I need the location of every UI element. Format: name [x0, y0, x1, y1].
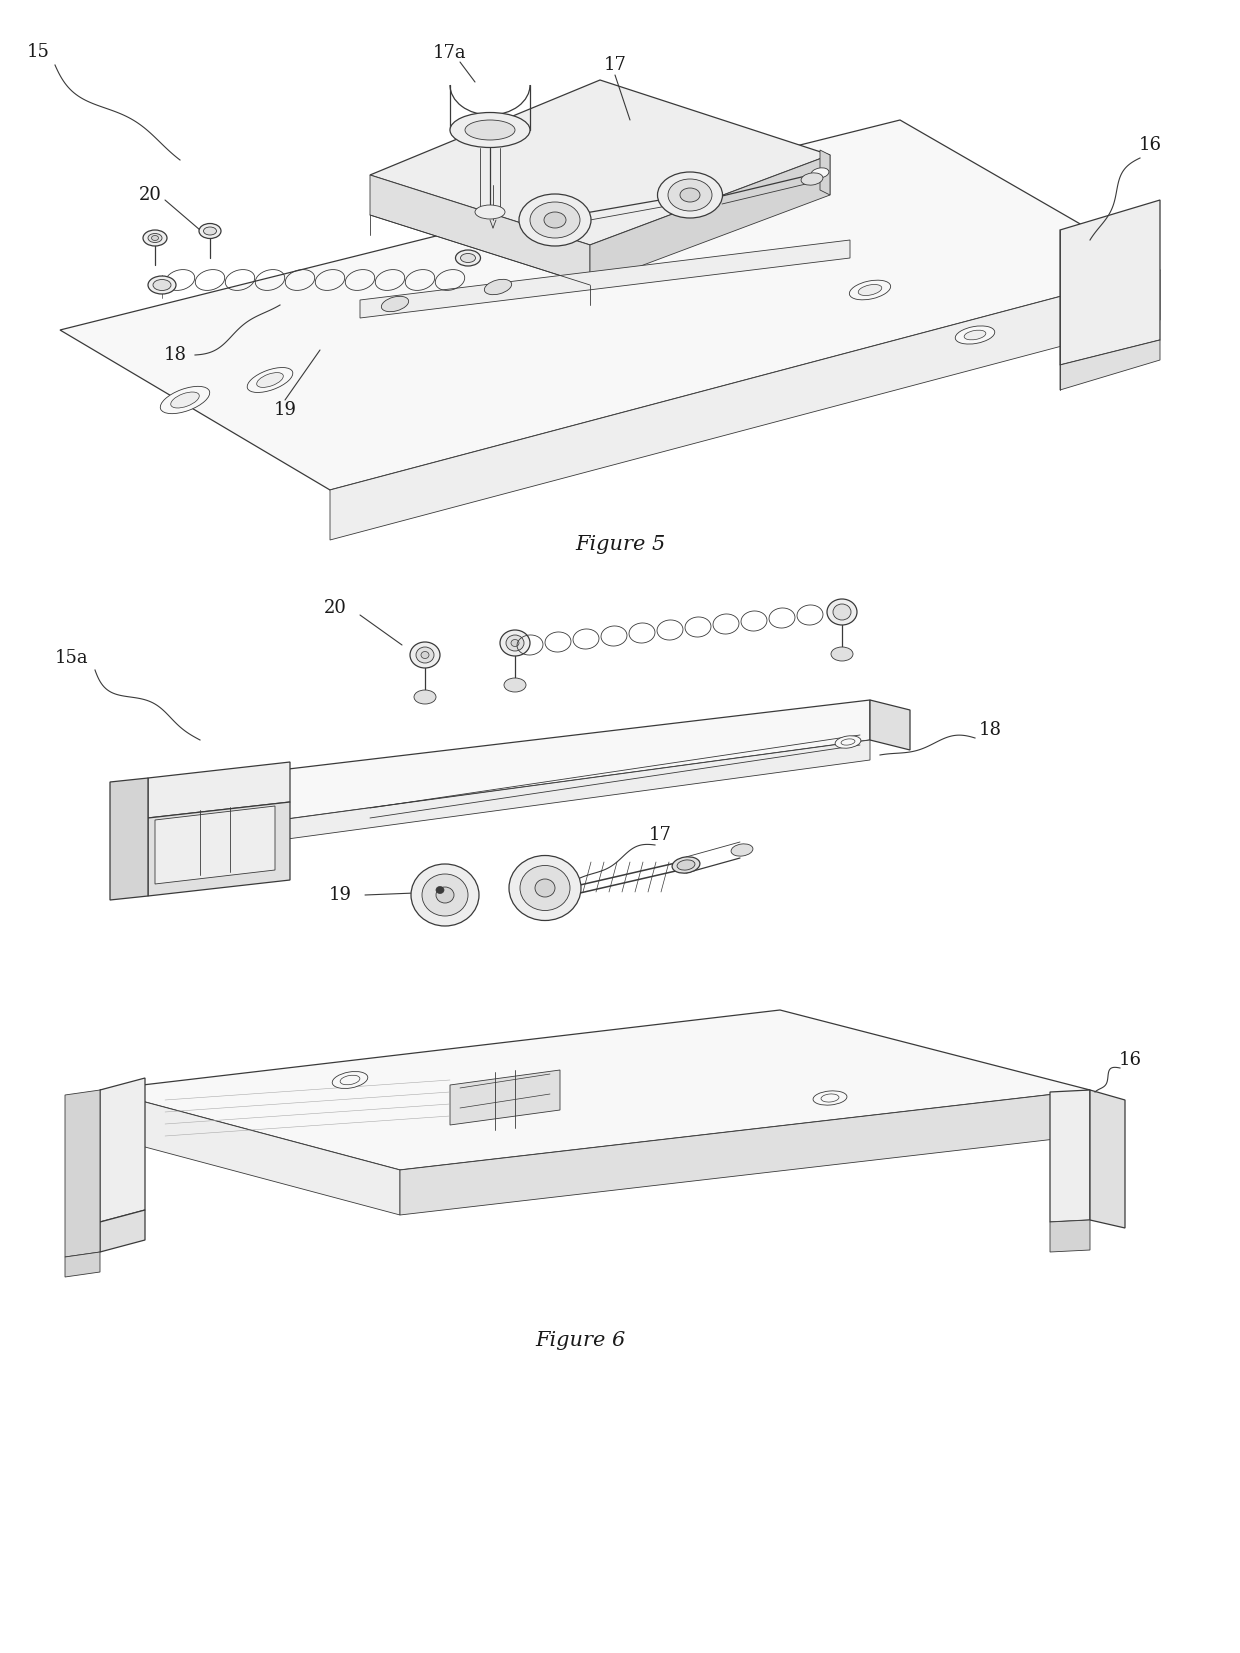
- Ellipse shape: [153, 279, 171, 291]
- Polygon shape: [64, 1089, 100, 1256]
- Polygon shape: [370, 175, 590, 284]
- Ellipse shape: [171, 392, 200, 408]
- Polygon shape: [1050, 1220, 1090, 1251]
- Ellipse shape: [332, 1071, 368, 1088]
- Text: 17: 17: [649, 826, 671, 845]
- Ellipse shape: [422, 651, 429, 658]
- Ellipse shape: [414, 689, 436, 704]
- Ellipse shape: [415, 646, 434, 663]
- Ellipse shape: [203, 226, 217, 235]
- Text: 17: 17: [604, 56, 626, 74]
- Ellipse shape: [508, 856, 582, 921]
- Ellipse shape: [506, 635, 525, 651]
- Ellipse shape: [151, 235, 159, 240]
- Ellipse shape: [965, 331, 986, 341]
- Text: 16: 16: [1138, 136, 1162, 154]
- Ellipse shape: [460, 253, 475, 263]
- Ellipse shape: [801, 174, 823, 185]
- Polygon shape: [155, 807, 275, 884]
- Polygon shape: [330, 269, 1159, 541]
- Polygon shape: [590, 155, 830, 284]
- Polygon shape: [1050, 1089, 1090, 1222]
- Ellipse shape: [520, 866, 570, 911]
- Ellipse shape: [410, 865, 479, 926]
- Ellipse shape: [529, 202, 580, 238]
- Ellipse shape: [811, 169, 828, 179]
- Polygon shape: [100, 1078, 145, 1222]
- Ellipse shape: [465, 121, 515, 141]
- Ellipse shape: [534, 879, 556, 898]
- Ellipse shape: [450, 112, 529, 147]
- Ellipse shape: [143, 230, 167, 246]
- Ellipse shape: [198, 223, 221, 238]
- Polygon shape: [64, 1251, 100, 1278]
- Text: 19: 19: [274, 402, 296, 418]
- Ellipse shape: [500, 630, 529, 656]
- Text: 19: 19: [329, 886, 351, 904]
- Text: Figure 6: Figure 6: [534, 1331, 625, 1349]
- Polygon shape: [820, 150, 830, 195]
- Polygon shape: [370, 79, 830, 245]
- Polygon shape: [100, 1210, 145, 1251]
- Ellipse shape: [382, 296, 409, 312]
- Ellipse shape: [955, 326, 994, 344]
- Ellipse shape: [827, 598, 857, 625]
- Ellipse shape: [511, 640, 520, 646]
- Polygon shape: [110, 779, 148, 899]
- Ellipse shape: [148, 233, 162, 243]
- Ellipse shape: [422, 874, 467, 916]
- Text: 18: 18: [164, 345, 186, 364]
- Ellipse shape: [858, 284, 882, 296]
- Ellipse shape: [520, 193, 591, 246]
- Text: 15a: 15a: [56, 650, 89, 668]
- Ellipse shape: [849, 279, 890, 299]
- Text: 16: 16: [1118, 1051, 1142, 1069]
- Ellipse shape: [813, 1091, 847, 1106]
- Polygon shape: [450, 1069, 560, 1126]
- Ellipse shape: [485, 279, 512, 294]
- Polygon shape: [1060, 200, 1159, 365]
- Text: 18: 18: [978, 721, 1002, 739]
- Ellipse shape: [544, 212, 565, 228]
- Polygon shape: [360, 240, 849, 317]
- Ellipse shape: [160, 387, 210, 413]
- Ellipse shape: [257, 372, 283, 387]
- Text: Figure 5: Figure 5: [575, 536, 665, 554]
- Ellipse shape: [833, 603, 851, 620]
- Text: 15: 15: [26, 43, 50, 61]
- Ellipse shape: [436, 888, 454, 903]
- Ellipse shape: [410, 641, 440, 668]
- Polygon shape: [100, 1089, 401, 1215]
- Ellipse shape: [475, 205, 505, 218]
- Polygon shape: [280, 741, 870, 840]
- Ellipse shape: [835, 736, 861, 749]
- Text: 20: 20: [324, 598, 346, 617]
- Ellipse shape: [436, 886, 444, 894]
- Ellipse shape: [148, 276, 176, 294]
- Polygon shape: [148, 802, 290, 896]
- Polygon shape: [1090, 1089, 1125, 1228]
- Polygon shape: [401, 1089, 1090, 1215]
- Ellipse shape: [732, 845, 753, 856]
- Ellipse shape: [247, 367, 293, 392]
- Ellipse shape: [680, 188, 701, 202]
- Ellipse shape: [657, 172, 723, 218]
- Text: 17a: 17a: [433, 45, 466, 63]
- Ellipse shape: [831, 646, 853, 661]
- Ellipse shape: [668, 179, 712, 212]
- Polygon shape: [870, 699, 910, 750]
- Text: 20: 20: [139, 187, 161, 203]
- Polygon shape: [148, 762, 290, 818]
- Ellipse shape: [672, 856, 699, 873]
- Ellipse shape: [455, 250, 480, 266]
- Ellipse shape: [677, 860, 694, 869]
- Polygon shape: [1060, 341, 1159, 390]
- Polygon shape: [60, 121, 1159, 489]
- Ellipse shape: [503, 678, 526, 693]
- Polygon shape: [280, 699, 870, 820]
- Polygon shape: [100, 1010, 1090, 1170]
